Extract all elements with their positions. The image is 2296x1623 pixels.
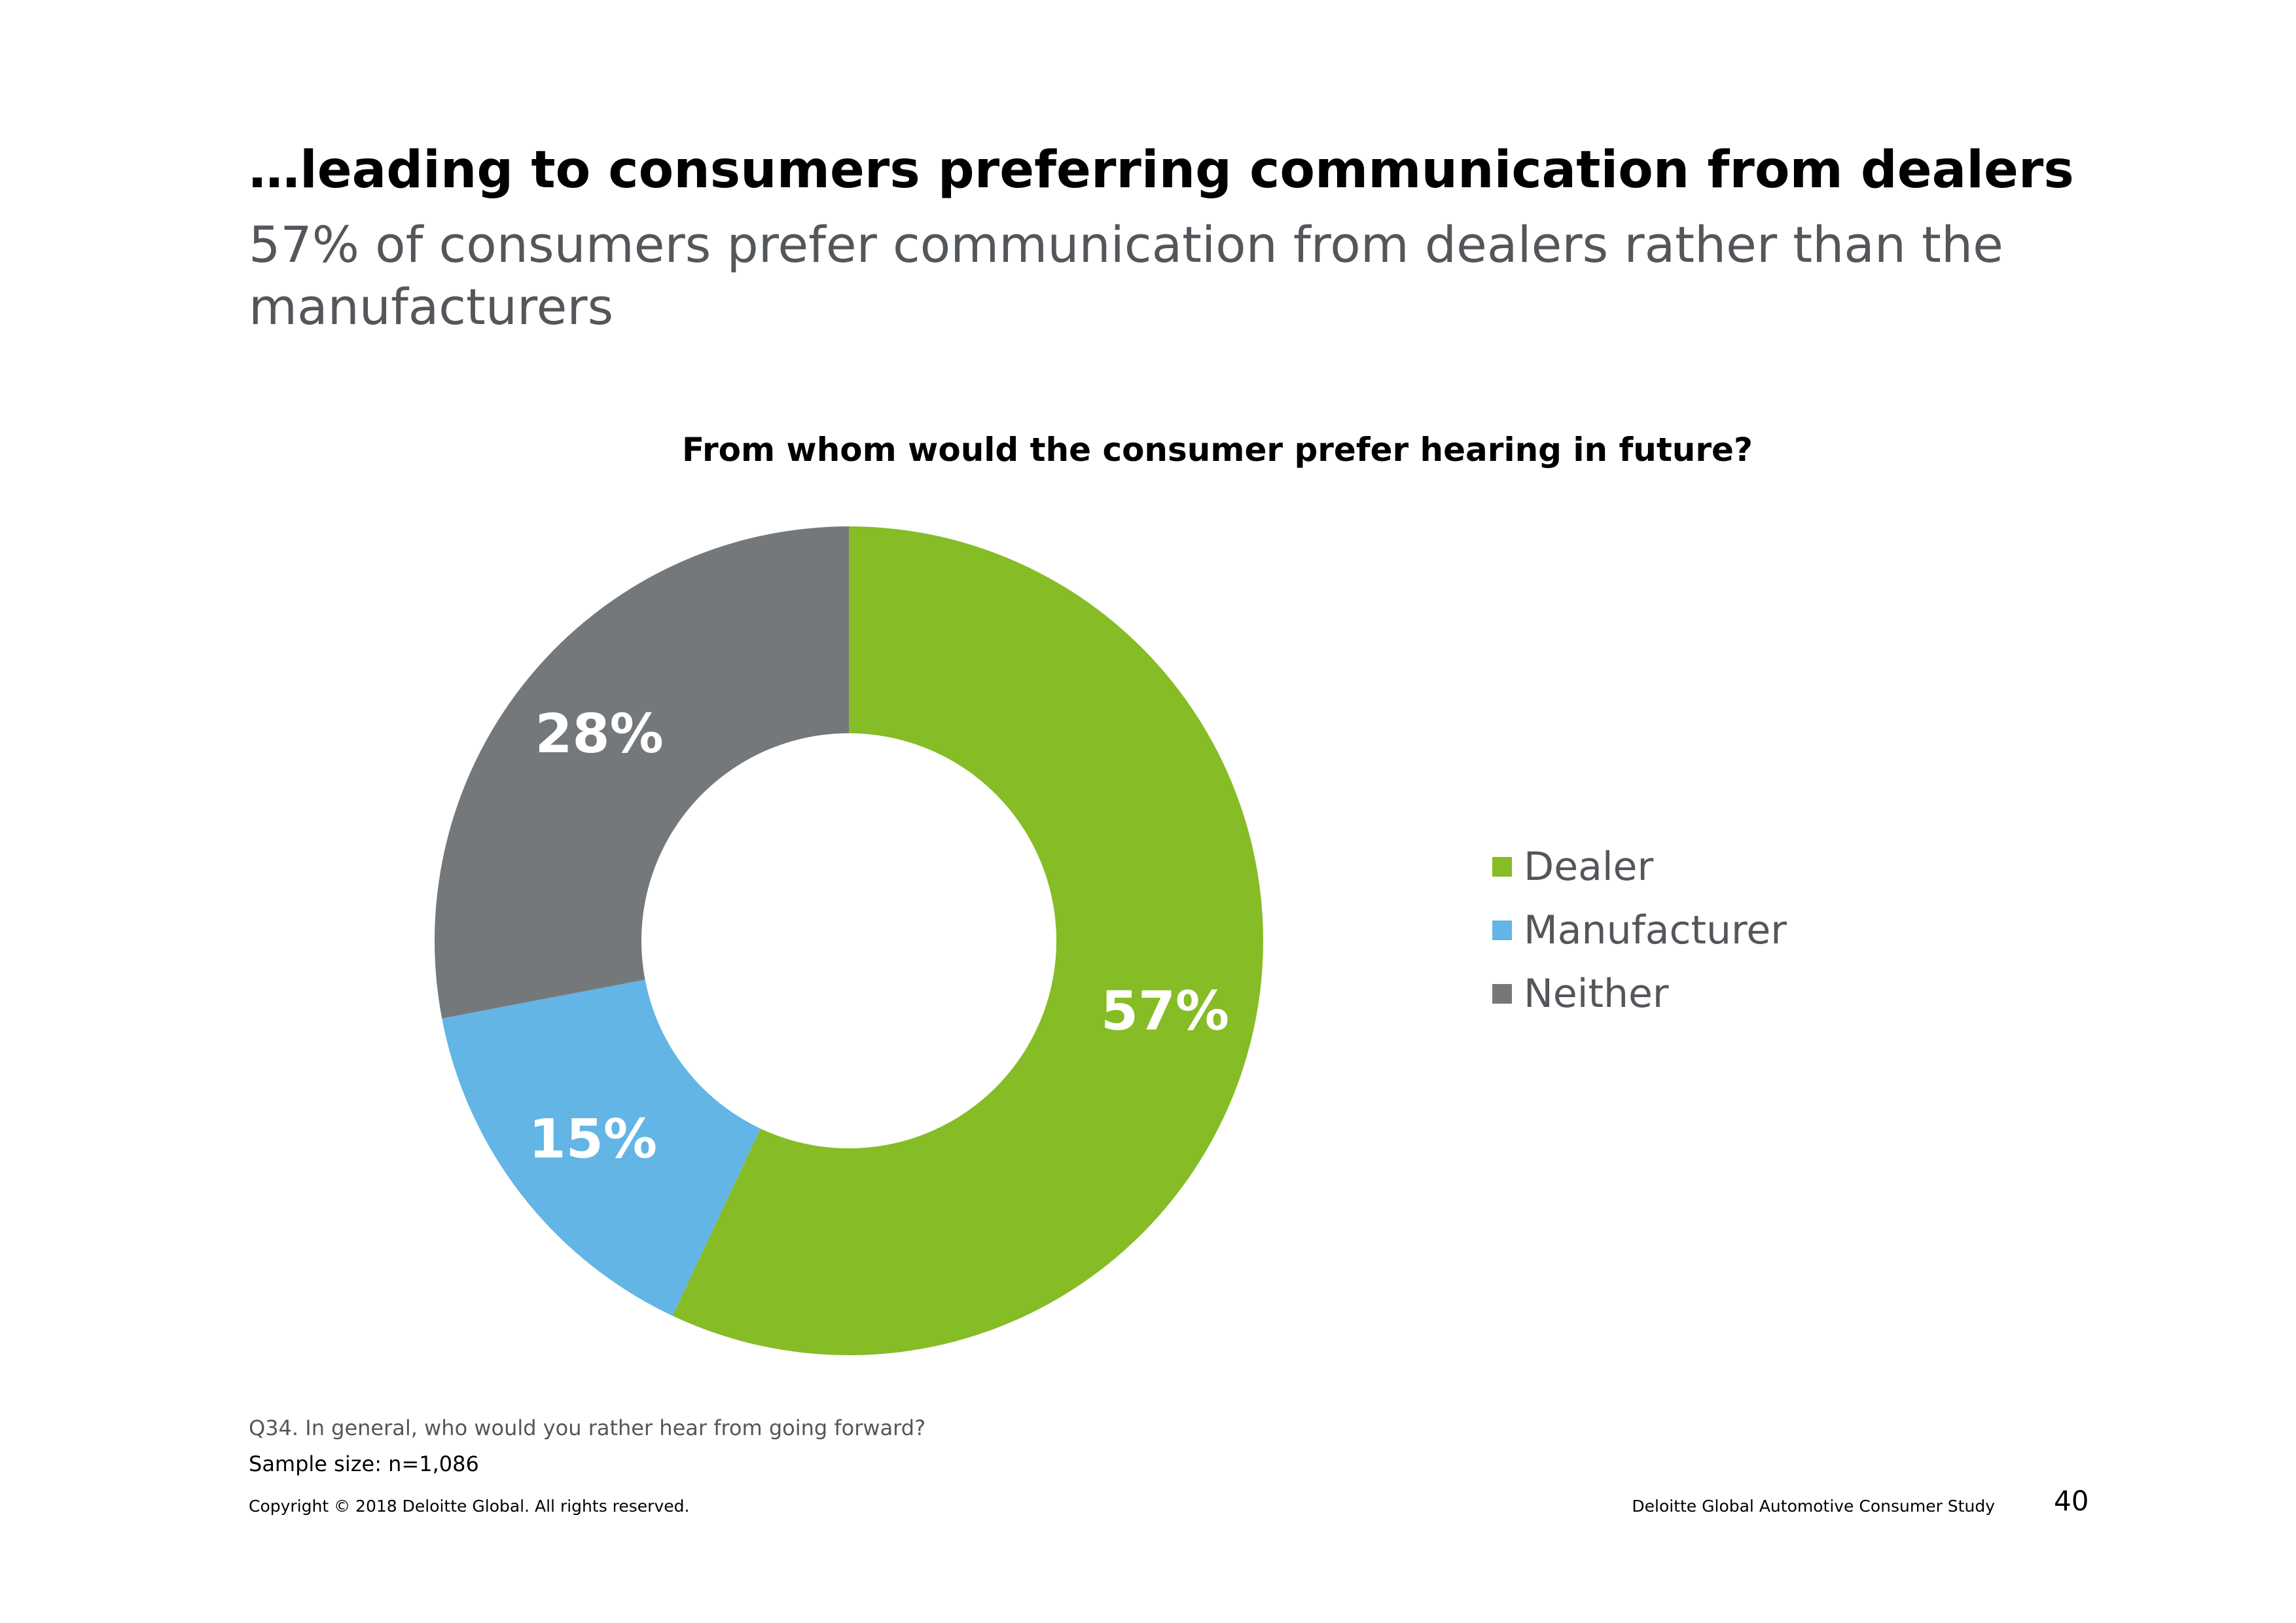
question-footnote: Q34. In general, who would you rather he… <box>249 1415 926 1440</box>
slice-dealer <box>672 526 1263 1355</box>
legend-label-neither: Neither <box>1524 970 1669 1017</box>
copyright-notice: Copyright © 2018 Deloitte Global. All ri… <box>249 1497 690 1516</box>
data-label-manufacturer: 15% <box>529 1108 657 1171</box>
legend-swatch-neither <box>1492 983 1512 1004</box>
legend-item-manufacturer: Manufacturer <box>1492 898 1787 962</box>
chart-legend: Dealer Manufacturer Neither <box>1492 835 1787 1025</box>
slide-title: …leading to consumers preferring communi… <box>249 141 2074 200</box>
slice-manufacturer <box>442 979 761 1316</box>
slide-subtitle: 57% of consumers prefer communication fr… <box>249 215 2003 336</box>
data-label-neither: 28% <box>535 703 663 765</box>
legend-swatch-dealer <box>1492 856 1512 877</box>
data-label-dealer: 57% <box>1101 980 1229 1042</box>
legend-label-dealer: Dealer <box>1524 843 1654 890</box>
sample-size: Sample size: n=1,086 <box>249 1451 479 1476</box>
legend-item-dealer: Dealer <box>1492 835 1787 898</box>
page-number: 40 <box>2054 1485 2089 1517</box>
legend-swatch-manufacturer <box>1492 920 1512 940</box>
legend-label-manufacturer: Manufacturer <box>1524 907 1787 953</box>
chart-title: From whom would the consumer prefer hear… <box>682 431 1753 469</box>
legend-item-neither: Neither <box>1492 962 1787 1025</box>
study-name: Deloitte Global Automotive Consumer Stud… <box>1632 1497 1995 1516</box>
slice-neither <box>434 526 849 1019</box>
